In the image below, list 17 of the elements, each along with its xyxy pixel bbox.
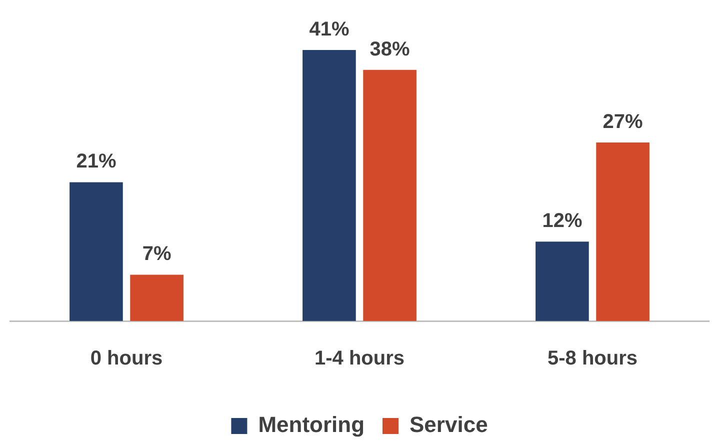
x-tick-label: 1-4 hours (314, 348, 405, 370)
data-label: 21% (76, 150, 116, 173)
bar (596, 142, 650, 321)
legend-label: Service (410, 412, 488, 438)
data-label: 12% (542, 210, 582, 232)
bar (130, 274, 184, 321)
data-label: 41% (309, 18, 350, 41)
bar (363, 70, 416, 321)
x-tick-label: 5-8 hours (547, 348, 638, 370)
data-label: 7% (142, 243, 172, 266)
x-tick-label: 0 hours (90, 348, 163, 370)
bar (302, 50, 356, 321)
bar (70, 182, 123, 321)
data-label: 38% (370, 38, 410, 60)
legend-label: Mentoring (258, 412, 365, 438)
bar (536, 242, 589, 321)
data-label: 27% (602, 111, 644, 134)
